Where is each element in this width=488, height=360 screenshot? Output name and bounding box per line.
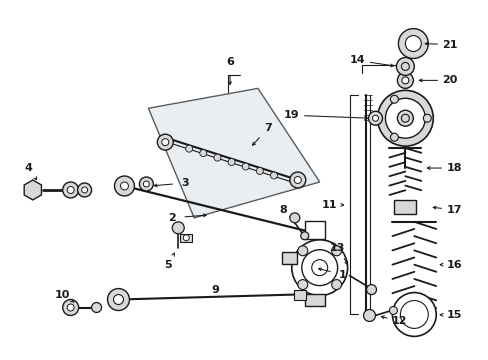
Text: 20: 20 — [442, 75, 457, 85]
Circle shape — [227, 159, 235, 166]
Circle shape — [372, 115, 378, 121]
Circle shape — [392, 293, 435, 336]
Circle shape — [397, 110, 412, 126]
Circle shape — [114, 176, 134, 196]
Circle shape — [213, 154, 221, 161]
Circle shape — [162, 139, 168, 146]
Polygon shape — [148, 88, 319, 218]
Circle shape — [388, 306, 397, 315]
Circle shape — [185, 145, 192, 152]
Circle shape — [113, 294, 123, 305]
Circle shape — [289, 213, 299, 223]
Circle shape — [300, 232, 308, 240]
Text: 16: 16 — [446, 260, 461, 270]
Text: 4: 4 — [25, 163, 33, 173]
Circle shape — [107, 289, 129, 310]
Circle shape — [183, 235, 189, 241]
Text: 15: 15 — [446, 310, 461, 320]
Text: 11: 11 — [321, 200, 337, 210]
Circle shape — [297, 280, 307, 289]
Circle shape — [377, 90, 432, 146]
Text: 6: 6 — [225, 58, 234, 67]
Polygon shape — [24, 180, 41, 200]
Circle shape — [398, 28, 427, 58]
Circle shape — [200, 150, 206, 157]
Text: 1: 1 — [338, 270, 346, 280]
Text: 2: 2 — [168, 213, 176, 223]
Circle shape — [297, 246, 307, 256]
Text: 8: 8 — [279, 205, 286, 215]
Bar — [180, 234, 192, 242]
Circle shape — [67, 186, 74, 193]
Circle shape — [401, 77, 408, 84]
Circle shape — [405, 36, 421, 51]
Text: 9: 9 — [211, 284, 219, 294]
Circle shape — [81, 187, 87, 193]
Bar — [394, 200, 415, 214]
Text: 7: 7 — [264, 123, 271, 133]
Text: 5: 5 — [164, 260, 172, 270]
Circle shape — [289, 172, 305, 188]
Circle shape — [331, 246, 341, 256]
Text: 12: 12 — [391, 316, 407, 327]
Text: 17: 17 — [446, 205, 461, 215]
Circle shape — [242, 163, 249, 170]
Circle shape — [139, 177, 153, 191]
Circle shape — [143, 181, 149, 187]
Circle shape — [385, 98, 425, 138]
Circle shape — [363, 310, 375, 321]
Circle shape — [62, 182, 79, 198]
Circle shape — [423, 114, 430, 122]
Text: 21: 21 — [442, 40, 457, 50]
Circle shape — [368, 111, 382, 125]
Circle shape — [389, 133, 398, 141]
Bar — [304, 293, 324, 306]
Text: 18: 18 — [446, 163, 461, 173]
Circle shape — [172, 222, 184, 234]
Circle shape — [157, 134, 173, 150]
Circle shape — [291, 240, 347, 296]
Text: 14: 14 — [349, 55, 365, 66]
Circle shape — [256, 167, 263, 175]
Circle shape — [397, 72, 412, 88]
Circle shape — [78, 183, 91, 197]
Bar — [293, 289, 305, 300]
Text: 3: 3 — [181, 178, 189, 188]
Circle shape — [62, 300, 79, 315]
Circle shape — [396, 58, 413, 75]
Circle shape — [91, 302, 102, 312]
Text: 10: 10 — [55, 289, 70, 300]
Circle shape — [331, 280, 341, 289]
Circle shape — [67, 304, 74, 311]
Circle shape — [120, 182, 128, 190]
Text: 19: 19 — [284, 110, 299, 120]
Circle shape — [270, 172, 277, 179]
Text: 13: 13 — [329, 243, 345, 253]
Bar — [282, 252, 297, 264]
Bar — [304, 221, 324, 239]
Circle shape — [389, 95, 398, 103]
Circle shape — [366, 285, 376, 294]
Circle shape — [294, 176, 301, 184]
